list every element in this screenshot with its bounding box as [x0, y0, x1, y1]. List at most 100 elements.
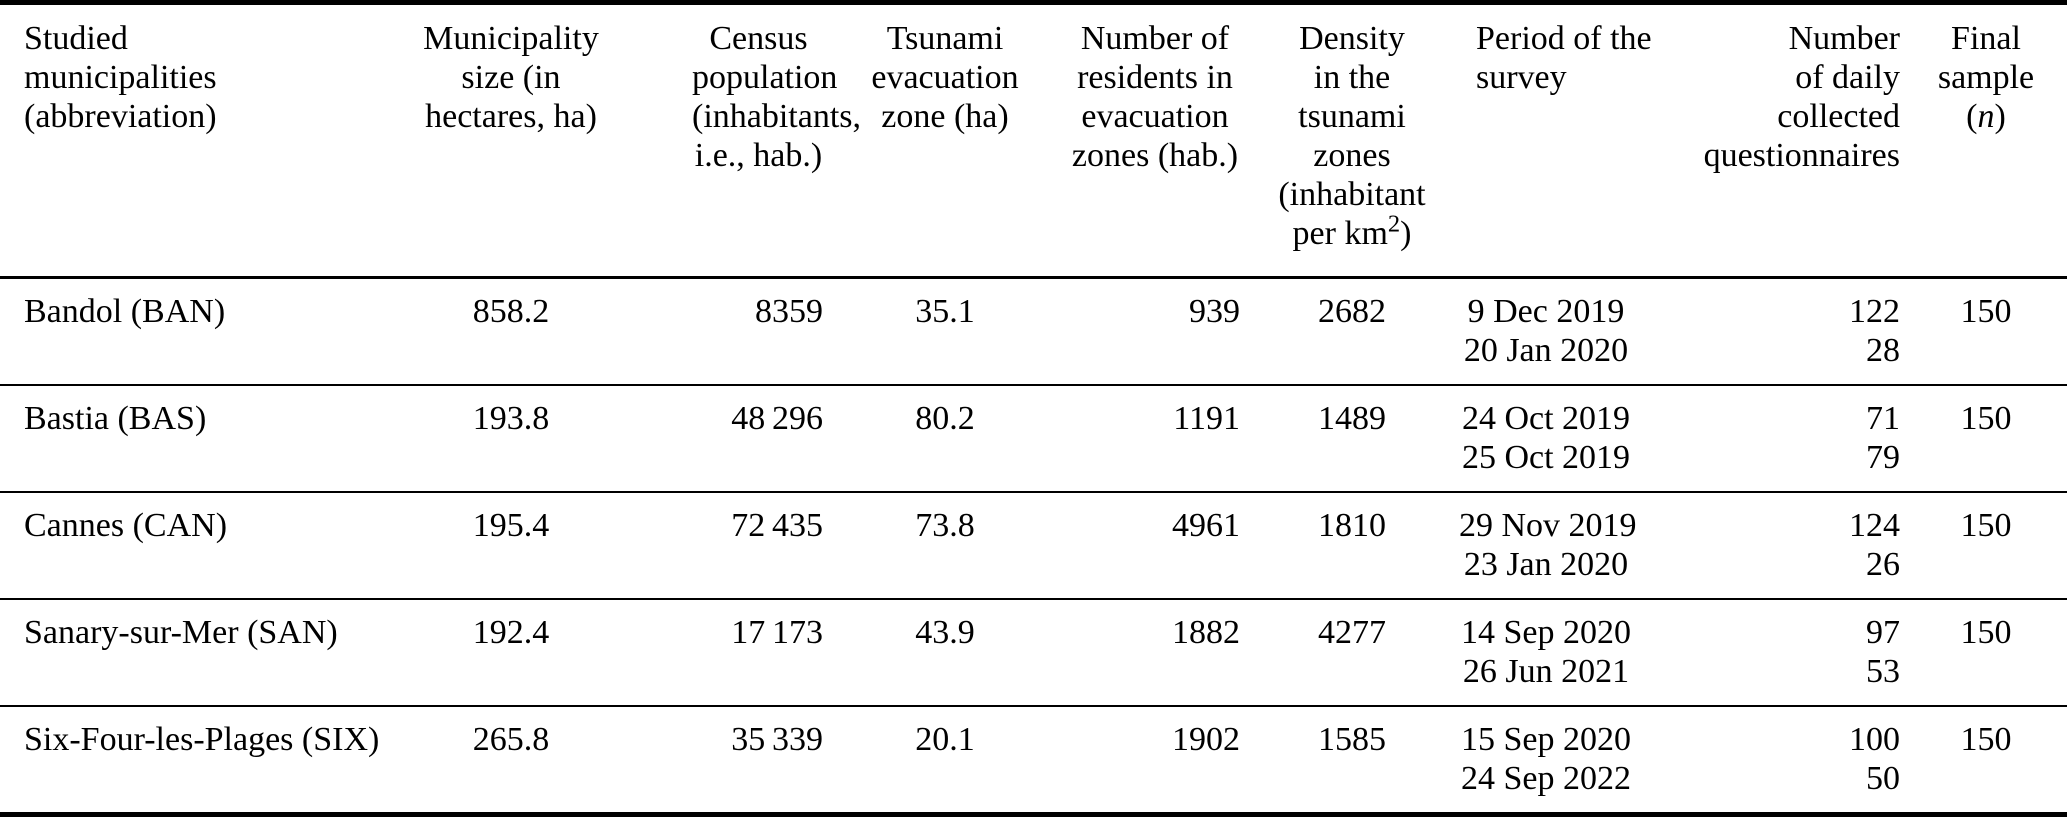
header-line: zone (ha) [881, 98, 1009, 135]
cell-municipality: Bastia (BAS) [0, 385, 330, 493]
table-row-sanary: Sanary-sur-Mer (SAN) 192.4 17 173 43.9 1… [0, 599, 2067, 707]
column-header-census: Census population (inhabitants, i.e., ha… [692, 0, 862, 279]
header-line: of daily [1795, 59, 1900, 96]
header-line: hectares, ha) [425, 98, 597, 135]
cell-census: 35 339 [692, 706, 825, 817]
header-line: tsunami [1298, 98, 1406, 135]
cell-residents: 4961 [1065, 492, 1245, 600]
column-header-municipality: Studied municipalities (abbreviation) [0, 0, 330, 279]
period-start-date: 15 Sep 2020 [1461, 721, 1631, 758]
cell-final-sample: 150 [1905, 492, 2067, 600]
cell-municipality: Six-Four-les-Plages (SIX) [0, 706, 379, 817]
cell-residents: 1882 [1065, 599, 1245, 707]
header-line: survey [1476, 59, 1567, 96]
daily-count-day2: 26 [1866, 546, 1900, 583]
cell-census: 48 296 [692, 385, 825, 493]
daily-count-day1: 97 [1866, 614, 1900, 651]
cell-period: 15 Sep 2020 24 Sep 2022 [1459, 706, 1660, 817]
column-header-density: Density in the tsunami zones (inhabitant… [1245, 0, 1459, 279]
italic-n: n [1977, 98, 1995, 135]
cell-daily-questionnaires: 122 28 [1660, 277, 1905, 386]
cell-evacuation-zone: 20.1 [825, 706, 1065, 817]
header-line: in the [1313, 59, 1391, 96]
cell-evacuation-zone: 43.9 [825, 599, 1065, 707]
daily-count-day1: 71 [1866, 400, 1900, 437]
cell-density: 1810 [1245, 492, 1459, 600]
period-end-date: 25 Oct 2019 [1461, 439, 1631, 476]
header-line-superscript: per km2) [1292, 210, 1412, 252]
header-line: Density [1299, 20, 1405, 57]
column-header-size: Municipality size (in hectares, ha) [330, 0, 692, 279]
column-header-period: Period of the survey [1459, 0, 1660, 279]
daily-count-day1: 122 [1849, 293, 1900, 330]
cell-evacuation-zone: 35.1 [825, 277, 1065, 386]
column-header-residents: Number of residents in evacuation zones … [1065, 0, 1245, 279]
header-line: (inhabitants, [692, 98, 862, 135]
header-line: zones (hab.) [1071, 137, 1239, 174]
cell-residents: 939 [1065, 277, 1245, 386]
period-end-date: 20 Jan 2020 [1463, 332, 1629, 369]
header-line: municipalities [24, 59, 217, 96]
header-line-italic-n: (n) [1966, 98, 2006, 135]
header-line: Studied [24, 20, 128, 57]
cell-census: 8359 [692, 277, 825, 386]
cell-size: 195.4 [330, 492, 692, 600]
daily-count-day2: 28 [1866, 332, 1900, 369]
cell-final-sample: 150 [1905, 706, 2067, 817]
cell-density: 4277 [1245, 599, 1459, 707]
table-row-bandol: Bandol (BAN) 858.2 8359 35.1 939 2682 9 … [0, 277, 2067, 386]
cell-residents: 1191 [1065, 385, 1245, 493]
km-squared-superscript: 2 [1387, 210, 1401, 238]
column-header-questionnaires: Number of daily collected questionnaires [1660, 0, 1905, 279]
cell-daily-questionnaires: 71 79 [1660, 385, 1905, 493]
cell-period: 14 Sep 2020 26 Jun 2021 [1459, 599, 1660, 707]
cell-final-sample: 150 [1905, 599, 2067, 707]
cell-evacuation-zone: 80.2 [825, 385, 1065, 493]
cell-daily-questionnaires: 100 50 [1660, 706, 1905, 817]
column-header-evacuation-zone: Tsunami evacuation zone (ha) [825, 0, 1065, 279]
header-line: Census [709, 20, 808, 57]
period-start-date: 14 Sep 2020 [1461, 614, 1631, 651]
cell-municipality: Bandol (BAN) [0, 277, 330, 386]
header-line: sample [1937, 59, 2035, 96]
cell-density: 2682 [1245, 277, 1459, 386]
period-end-date: 26 Jun 2021 [1462, 653, 1630, 690]
period-end-date: 23 Jan 2020 [1463, 546, 1629, 583]
header-line: collected [1777, 98, 1900, 135]
daily-count-day1: 100 [1849, 721, 1900, 758]
header-line: zones [1313, 137, 1391, 174]
cell-municipality: Sanary-sur-Mer (SAN) [0, 599, 338, 707]
cell-final-sample: 150 [1905, 277, 2067, 386]
cell-period: 24 Oct 2019 25 Oct 2019 [1459, 385, 1660, 493]
cell-size: 192.4 [330, 599, 692, 707]
header-line: residents in [1077, 59, 1233, 96]
header-line: evacuation [871, 59, 1019, 96]
column-header-final-sample: Final sample (n) [1905, 0, 2067, 279]
header-line: questionnaires [1703, 137, 1900, 174]
period-start-date: 29 Nov 2019 [1459, 507, 1637, 544]
cell-period: 9 Dec 2019 20 Jan 2020 [1459, 277, 1660, 386]
cell-census: 72 435 [692, 492, 825, 600]
period-end-date: 24 Sep 2022 [1461, 760, 1631, 797]
daily-count-day2: 50 [1866, 760, 1900, 797]
header-line: (inhabitant [1278, 176, 1426, 213]
cell-density: 1489 [1245, 385, 1459, 493]
daily-count-day2: 53 [1866, 653, 1900, 690]
cell-final-sample: 150 [1905, 385, 2067, 493]
header-line: Period of the [1476, 20, 1652, 57]
header-line: size (in [461, 59, 561, 96]
cell-census: 17 173 [692, 599, 825, 707]
cell-daily-questionnaires: 97 53 [1660, 599, 1905, 707]
cell-size: 858.2 [330, 277, 692, 386]
table-header: Studied municipalities (abbreviation) Mu… [0, 0, 2067, 279]
table-row-six-four: Six-Four-les-Plages (SIX) 265.8 35 339 2… [0, 706, 2067, 817]
period-start-date: 9 Dec 2019 [1467, 293, 1625, 330]
header-line: i.e., hab.) [694, 137, 823, 174]
table-row-bastia: Bastia (BAS) 193.8 48 296 80.2 1191 1489… [0, 385, 2067, 493]
daily-count-day2: 79 [1866, 439, 1900, 476]
header-line: evacuation [1081, 98, 1229, 135]
cell-municipality: Cannes (CAN) [0, 492, 330, 600]
header-line: Tsunami [886, 20, 1004, 57]
